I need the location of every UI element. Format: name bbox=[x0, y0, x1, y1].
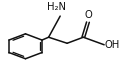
Text: OH: OH bbox=[105, 40, 120, 50]
Text: H₂N: H₂N bbox=[47, 2, 66, 12]
Text: O: O bbox=[85, 10, 92, 20]
